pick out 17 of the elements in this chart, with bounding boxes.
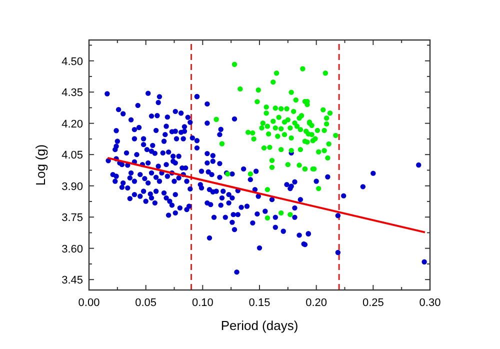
y-tick-label: 4.35 [62,87,83,100]
x-tick-label: 0.00 [78,297,100,309]
y-tick-label: 3.90 [62,180,83,193]
x-tick-label: 0.30 [419,297,441,309]
x-tick-label: 0.20 [306,297,328,309]
x-axis-title: Period (days) [220,318,298,333]
y-tick-label: 3.45 [62,274,83,287]
x-tick-label: 0.25 [362,297,384,309]
y-tick-label: 3.75 [62,212,83,224]
x-tick-label: 0.10 [192,297,214,309]
y-axis-title: Log (g) [33,144,48,186]
x-tick-label: 0.15 [248,297,270,309]
y-tick-label: 4.50 [62,56,83,68]
y-tick-label: 4.05 [62,150,83,162]
y-tick-label: 3.60 [62,243,83,256]
y-tick-label: 4.20 [62,118,83,130]
x-tick-label: 0.05 [135,297,157,309]
